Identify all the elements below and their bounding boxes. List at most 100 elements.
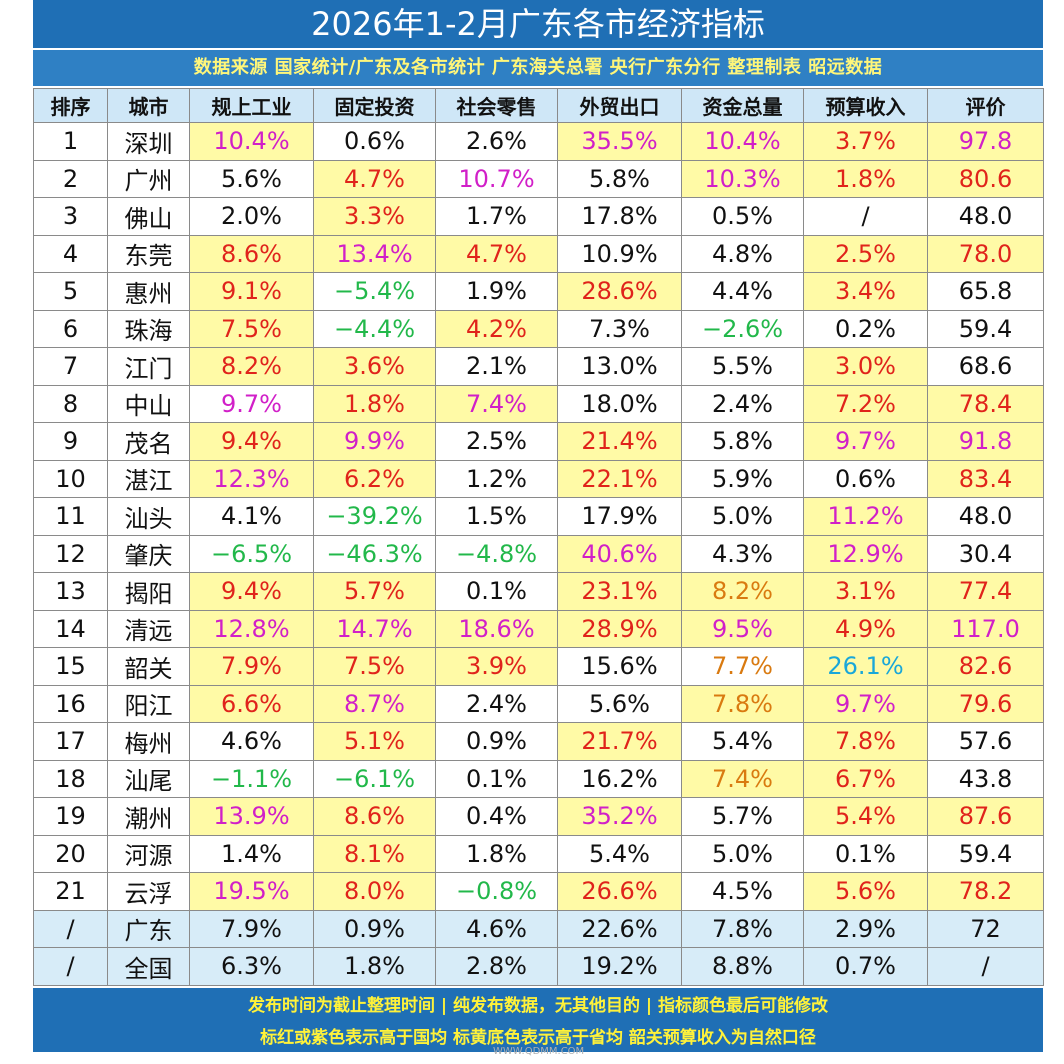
table-row: 2 广州 5.6% 4.7% 10.7% 5.8% 10.3% 1.8% 80.6 [33, 159, 1044, 198]
table-row: 9 茂名 9.4% 9.9% 2.5% 21.4% 5.8% 9.7% 91.8 [33, 422, 1044, 461]
cell-funds: 7.7% [681, 647, 804, 686]
cell-city: 云浮 [107, 872, 190, 911]
cell-retail: 3.9% [435, 647, 558, 686]
cell-export: 18.0% [557, 384, 682, 423]
cell-city: 河源 [107, 834, 190, 873]
cell-city: 湛江 [107, 459, 190, 498]
summary-cell-retail: 4.6% [435, 909, 558, 948]
cell-industry: 19.5% [189, 872, 314, 911]
summary-cell-rating: / [927, 947, 1044, 986]
table-row: 5 惠州 9.1% −5.4% 1.9% 28.6% 4.4% 3.4% 65.8 [33, 272, 1044, 311]
cell-rank: 11 [33, 497, 108, 536]
report-frame: 2026年1-2月广东各市经济指标 数据来源 国家统计/广东及各市统计 广东海关… [33, 0, 1044, 1064]
cell-city: 广州 [107, 159, 190, 198]
cell-investment: 1.8% [313, 384, 436, 423]
cell-budget: 26.1% [803, 647, 928, 686]
cell-rank: 13 [33, 572, 108, 611]
cell-city: 佛山 [107, 197, 190, 236]
cell-export: 7.3% [557, 309, 682, 348]
cell-export: 26.6% [557, 872, 682, 911]
cell-city: 清远 [107, 609, 190, 648]
cell-rating: 78.4 [927, 384, 1044, 423]
table-header-row: 排序 城市 规上工业 固定投资 社会零售 外贸出口 资金总量 预算收入 评价 [33, 88, 1044, 123]
page-title: 2026年1-2月广东各市经济指标 [33, 0, 1043, 48]
cell-investment: 6.2% [313, 459, 436, 498]
cell-retail: −4.8% [435, 534, 558, 573]
cell-city: 韶关 [107, 647, 190, 686]
cell-retail: −0.8% [435, 872, 558, 911]
cell-budget: 0.2% [803, 309, 928, 348]
cell-retail: 10.7% [435, 159, 558, 198]
footer-note-line-2: 标红或紫色表示高于国均 标黄底色表示高于省均 韶关预算收入为自然口径 [260, 1028, 816, 1048]
cell-budget: 11.2% [803, 497, 928, 536]
cell-city: 揭阳 [107, 572, 190, 611]
cell-funds: −2.6% [681, 309, 804, 348]
cell-investment: 5.7% [313, 572, 436, 611]
cell-rank: 3 [33, 197, 108, 236]
cell-retail: 2.5% [435, 422, 558, 461]
cell-export: 35.2% [557, 797, 682, 836]
cell-industry: 12.8% [189, 609, 314, 648]
cell-investment: −46.3% [313, 534, 436, 573]
cell-rank: 18 [33, 759, 108, 798]
cell-export: 21.4% [557, 422, 682, 461]
cell-rating: 117.0 [927, 609, 1044, 648]
cell-funds: 0.5% [681, 197, 804, 236]
cell-city: 汕尾 [107, 759, 190, 798]
cell-rank: 15 [33, 647, 108, 686]
summary-row: / 广东 7.9% 0.9% 4.6% 22.6% 7.8% 2.9% 72 [33, 909, 1044, 948]
cell-export: 10.9% [557, 234, 682, 273]
cell-funds: 5.7% [681, 797, 804, 836]
cell-rank: 12 [33, 534, 108, 573]
cell-retail: 2.4% [435, 684, 558, 723]
cell-retail: 0.1% [435, 759, 558, 798]
col-header-funds: 资金总量 [681, 88, 804, 123]
cell-budget: 6.7% [803, 759, 928, 798]
summary-cell-rank: / [33, 947, 108, 986]
cell-rating: 87.6 [927, 797, 1044, 836]
cell-investment: 3.3% [313, 197, 436, 236]
cell-rank: 1 [33, 122, 108, 161]
cell-investment: 13.4% [313, 234, 436, 273]
cell-export: 5.4% [557, 834, 682, 873]
table-row: 20 河源 1.4% 8.1% 1.8% 5.4% 5.0% 0.1% 59.4 [33, 834, 1044, 873]
cell-rank: 10 [33, 459, 108, 498]
cell-rank: 20 [33, 834, 108, 873]
cell-rating: 79.6 [927, 684, 1044, 723]
cell-export: 16.2% [557, 759, 682, 798]
cell-rating: 48.0 [927, 197, 1044, 236]
cell-export: 28.6% [557, 272, 682, 311]
cell-budget: / [803, 197, 928, 236]
cell-retail: 4.7% [435, 234, 558, 273]
cell-city: 肇庆 [107, 534, 190, 573]
cell-retail: 2.1% [435, 347, 558, 386]
cell-funds: 4.8% [681, 234, 804, 273]
watermark: WWW.QDMM.COM [493, 1046, 585, 1057]
cell-retail: 0.4% [435, 797, 558, 836]
cell-investment: 8.1% [313, 834, 436, 873]
table-row: 18 汕尾 −1.1% −6.1% 0.1% 16.2% 7.4% 6.7% 43.8 [33, 759, 1044, 798]
cell-export: 17.8% [557, 197, 682, 236]
summary-cell-budget: 0.7% [803, 947, 928, 986]
cell-rating: 77.4 [927, 572, 1044, 611]
cell-city: 江门 [107, 347, 190, 386]
cell-rank: 7 [33, 347, 108, 386]
cell-investment: −39.2% [313, 497, 436, 536]
cell-export: 21.7% [557, 722, 682, 761]
summary-cell-city: 全国 [107, 947, 190, 986]
cell-funds: 5.5% [681, 347, 804, 386]
cell-industry: 8.2% [189, 347, 314, 386]
cell-industry: 4.6% [189, 722, 314, 761]
table-row: 3 佛山 2.0% 3.3% 1.7% 17.8% 0.5%/48.0 [33, 197, 1044, 236]
table-row: 14 清远 12.8% 14.7% 18.6% 28.9% 9.5% 4.9% 117.0 [33, 609, 1044, 648]
table-row: 6 珠海 7.5% −4.4% 4.2% 7.3% −2.6% 0.2% 59.4 [33, 309, 1044, 348]
cell-funds: 5.4% [681, 722, 804, 761]
cell-industry: 12.3% [189, 459, 314, 498]
table-row: 16 阳江 6.6% 8.7% 2.4% 5.6% 7.8% 9.7% 79.6 [33, 684, 1044, 723]
cell-funds: 4.3% [681, 534, 804, 573]
cell-rank: 4 [33, 234, 108, 273]
summary-cell-export: 19.2% [557, 947, 682, 986]
cell-export: 5.8% [557, 159, 682, 198]
cell-industry: 9.1% [189, 272, 314, 311]
cell-rank: 17 [33, 722, 108, 761]
